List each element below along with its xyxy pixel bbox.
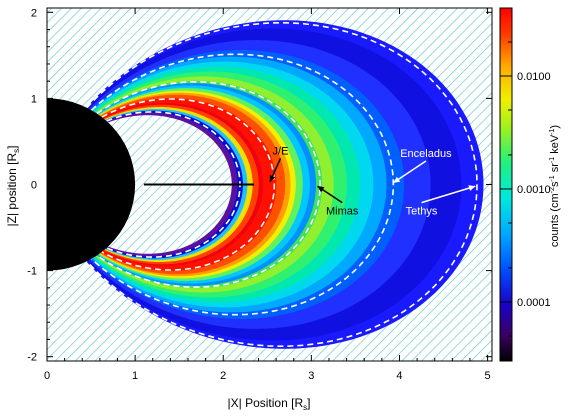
moon-label: Tethys: [406, 206, 438, 218]
y-tick-label: 0: [31, 180, 37, 192]
moon-annotations: J/E Mimas Enceladus Tethys: [269, 145, 476, 218]
moon-label: J/E: [273, 145, 289, 157]
y-tick-label: 1: [31, 93, 37, 105]
intensity-bands: [86, 20, 484, 349]
y-axis-title: |Z| position [Rs]: [5, 146, 21, 227]
x-tick-label: 0: [44, 370, 50, 382]
x-tick-label: 1: [132, 370, 138, 382]
field-line: [96, 81, 322, 288]
colorbar-ticks: 0.0100 0.0010 0.0001: [500, 41, 551, 337]
x-tick-label: 3: [308, 370, 314, 382]
moon-arrow: [392, 160, 427, 184]
field-line: [101, 98, 276, 271]
y-tick-label: -1: [27, 266, 37, 278]
colorbar-tick-label: 0.0100: [517, 71, 551, 83]
moon-arrowhead: [393, 176, 401, 183]
moon-arrowhead: [269, 174, 276, 182]
moon-label: Mimas: [326, 206, 359, 218]
moon-arrow: [421, 185, 476, 204]
x-tick-label: 5: [485, 370, 491, 382]
moon-arrowhead: [317, 186, 325, 193]
x-tick-label: 4: [396, 370, 402, 382]
x-tick-label: 2: [220, 370, 226, 382]
colorbar-title: counts (cm-2s-1 sr-1 keV-1): [549, 125, 561, 247]
moon-arrowhead: [468, 185, 476, 191]
field-line: [86, 22, 478, 347]
planet-disk: [47, 98, 136, 271]
y-tick-label: -2: [27, 352, 37, 364]
colorbar-tick-label: 0.0010: [517, 184, 551, 196]
colorbar: [499, 7, 513, 362]
y-axis-ticks: -2 -1 0 1 2: [27, 7, 492, 364]
x-axis-ticks: 0 1 2 3 4 5: [44, 8, 491, 382]
field-line: [90, 53, 395, 316]
moon-label: Enceladus: [400, 148, 452, 160]
y-tick-label: 2: [31, 7, 37, 19]
colorbar-tick-label: 0.0001: [517, 297, 551, 309]
x-axis-title: |X| Position [Rs]: [228, 396, 311, 412]
